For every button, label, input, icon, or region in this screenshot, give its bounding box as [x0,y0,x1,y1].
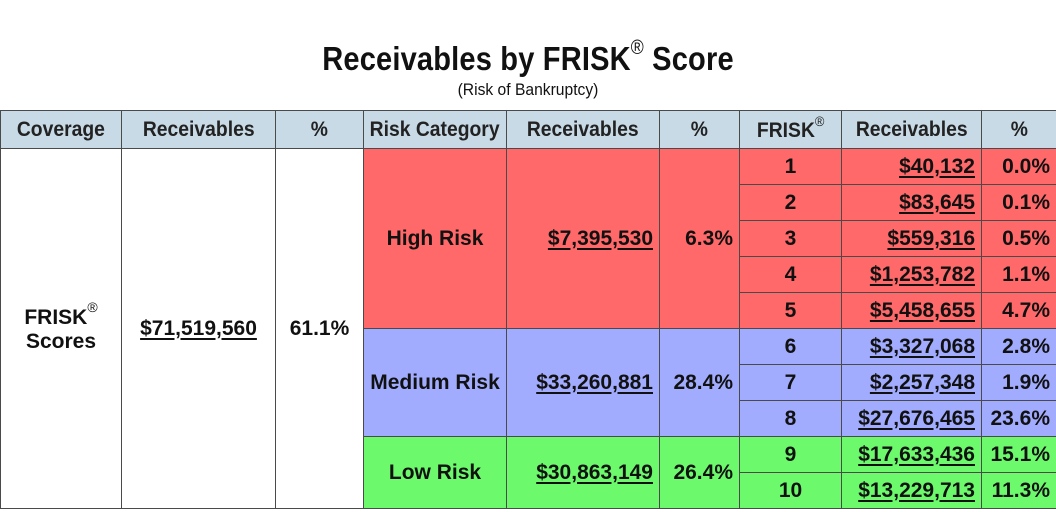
page-title: Receivables by FRISK® Score [63,37,992,78]
table-row: 3 $559,316 0.5% [1,220,1056,257]
registered-mark: ® [814,113,825,129]
score-cell: 1 [739,148,842,185]
score-cell: 8 [739,400,842,437]
score-receivables: $40,132 [841,148,982,185]
receivables-table: Coverage Receivables % Risk Category Rec… [0,110,1056,509]
table-row: Low Risk $30,863,149 26.4% 9 $17,633,436… [1,436,1056,509]
header-row: Coverage Receivables % Risk Category Rec… [0,110,1056,149]
score-receivables: $83,645 [841,184,982,221]
header-percent: % [275,110,364,149]
table-row: 8 $27,676,465 23.6% [1,400,1056,437]
header-percent: % [981,110,1056,149]
score-cell: 10 [739,472,842,509]
category-high-risk-receivables: $7,395,530 [506,148,660,329]
coverage-percent: 61.1% [275,148,364,509]
coverage-receivables: $71,519,560 [121,148,276,509]
table-row: 7 $2,257,348 1.9% [1,364,1056,401]
score-cell: 4 [739,256,842,293]
category-high-risk: High Risk [363,148,507,329]
score-receivables: $3,327,068 [841,328,982,365]
score-percent: 0.0% [981,148,1056,185]
header-frisk: FRISK® [739,110,842,149]
category-medium-risk-percent: 28.4% [659,328,740,437]
score-receivables: $13,229,713 [841,472,982,509]
score-percent: 23.6% [981,400,1056,437]
score-percent: 1.9% [981,364,1056,401]
table-row: FRISK® Scores $71,519,560 61.1% High Ris… [0,148,1056,509]
category-medium-risk: Medium Risk [363,328,507,437]
score-percent: 2.8% [981,328,1056,365]
score-percent: 15.1% [981,436,1056,473]
page-subtitle: (Risk of Bankruptcy) [457,80,599,99]
table-body: FRISK® Scores $71,519,560 61.1% High Ris… [0,148,1056,509]
coverage-label: FRISK® Scores [0,148,122,509]
category-low-risk-percent: 26.4% [659,436,740,509]
header-percent: % [659,110,740,149]
header-coverage: Coverage [0,110,122,149]
category-high-risk-percent: 6.3% [659,148,740,329]
table-row: 4 $1,253,782 1.1% [1,256,1056,293]
score-receivables: $27,676,465 [841,400,982,437]
score-percent: 0.1% [981,184,1056,221]
score-cell: 3 [739,220,842,257]
header-risk-category: Risk Category [363,110,507,149]
registered-mark: ® [630,37,644,59]
score-percent: 11.3% [981,472,1056,509]
header-receivables: Receivables [841,110,982,149]
score-receivables: $17,633,436 [841,436,982,473]
score-cell: 7 [739,364,842,401]
title-suffix: Score [643,40,734,77]
category-low-risk: Low Risk [363,436,507,509]
registered-mark: ® [87,299,98,315]
table-row: Medium Risk $33,260,881 28.4% 6 $3,327,0… [1,328,1056,437]
score-receivables: $2,257,348 [841,364,982,401]
score-receivables: $559,316 [841,220,982,257]
category-medium-risk-receivables: $33,260,881 [506,328,660,437]
score-receivables: $1,253,782 [841,256,982,293]
title-text: Receivables by FRISK [322,40,631,77]
score-percent: 1.1% [981,256,1056,293]
score-percent: 0.5% [981,220,1056,257]
table-row: 10 $13,229,713 11.3% [1,472,1056,509]
score-cell: 5 [739,292,842,329]
category-low-risk-receivables: $30,863,149 [506,436,660,509]
header-receivables: Receivables [121,110,276,149]
score-percent: 4.7% [981,292,1056,329]
table-row: 5 $5,458,655 4.7% [1,292,1056,329]
table-row: 2 $83,645 0.1% [1,184,1056,221]
score-cell: 9 [739,436,842,473]
score-cell: 6 [739,328,842,365]
header-receivables: Receivables [506,110,660,149]
score-receivables: $5,458,655 [841,292,982,329]
score-cell: 2 [739,184,842,221]
